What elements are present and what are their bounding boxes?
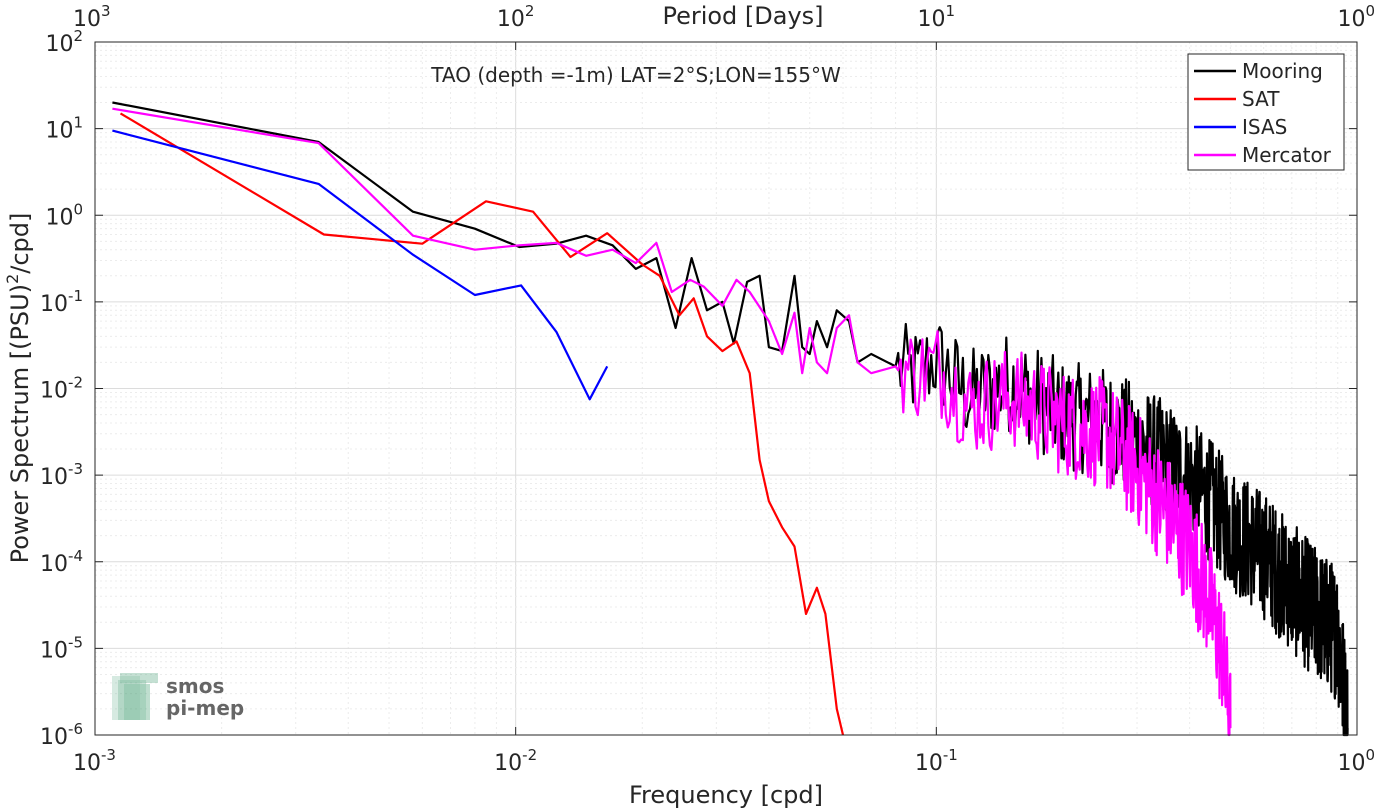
- top-axis-label: Period [Days]: [662, 2, 823, 30]
- top-tick-label: 102: [497, 2, 535, 32]
- chart-title: TAO (depth =-1m) LAT=2°S;LON=155°W: [430, 63, 841, 87]
- y-tick-label: 10-2: [40, 374, 83, 404]
- legend-box: [1187, 53, 1345, 171]
- series-line-mercator: [112, 107, 1232, 737]
- series-lines: [112, 101, 1349, 737]
- legend-label-sat: SAT: [1242, 87, 1280, 111]
- smos-pi-mep-logo: smos pi-mep: [112, 673, 244, 720]
- y-tick-label: 102: [45, 27, 83, 57]
- logo-text-pi-mep: pi-mep: [166, 696, 244, 720]
- y-tick-label: 10-3: [40, 460, 83, 490]
- logo-text-smos: smos: [166, 674, 224, 698]
- legend-label-mooring: Mooring: [1242, 59, 1323, 83]
- series-line-isas: [112, 129, 609, 401]
- top-tick-label: 100: [1337, 2, 1375, 32]
- logo-mark: [112, 673, 158, 720]
- top-tick-label: 103: [73, 2, 111, 32]
- legend-label-isas: ISAS: [1242, 115, 1287, 139]
- legend-label-mercator: Mercator: [1242, 143, 1332, 167]
- top-tick-label: 101: [918, 2, 956, 32]
- x-tick-label: 10-2: [494, 746, 537, 776]
- y-tick-label: 10-6: [40, 720, 83, 750]
- series-line-mooring: [112, 101, 1349, 737]
- y-tick-label: 10-5: [40, 633, 83, 663]
- x-axis-label: Frequency [cpd]: [629, 781, 823, 809]
- x-tick-label: 10-3: [73, 746, 116, 776]
- y-tick-label: 100: [45, 200, 83, 230]
- y-tick-label: 101: [45, 114, 83, 144]
- y-tick-label: 10-1: [40, 287, 83, 317]
- series-line-sat: [119, 112, 845, 736]
- x-tick-label: 10-1: [915, 746, 958, 776]
- legend: Mooring SAT ISAS Mercator: [1187, 53, 1345, 171]
- x-tick-label: 100: [1337, 746, 1375, 776]
- y-tick-label: 10-4: [40, 547, 83, 577]
- y-axis-label: Power Spectrum [(PSU)2/cpd]: [3, 213, 34, 564]
